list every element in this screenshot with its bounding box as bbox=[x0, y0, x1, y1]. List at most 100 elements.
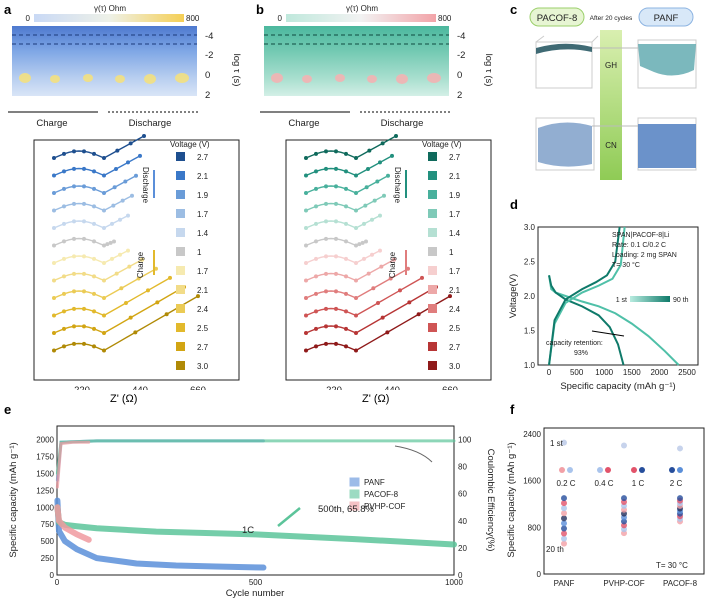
plot-e-ytick-left: 1500 bbox=[36, 469, 54, 478]
colorbar-a bbox=[34, 14, 184, 22]
svg-text:660: 660 bbox=[190, 385, 206, 390]
plot-d-arrow bbox=[591, 330, 625, 337]
plot-e-series-5 bbox=[55, 440, 91, 489]
plot-f-xtick: PANF bbox=[554, 579, 575, 588]
charge-label-b: Charge bbox=[288, 118, 319, 129]
nyquist-b-point bbox=[324, 324, 328, 329]
nyquist-b-point bbox=[354, 261, 358, 265]
svg-text:2: 2 bbox=[205, 90, 210, 101]
nyquist-b-point bbox=[324, 289, 328, 294]
nyquist-a-point bbox=[62, 274, 66, 279]
svg-text:T= 30 °C: T= 30 °C bbox=[612, 261, 640, 269]
nyquist-b-point bbox=[360, 240, 365, 245]
legend-a-swatch-10 bbox=[176, 342, 185, 351]
colorbar-b bbox=[286, 14, 436, 22]
nyquist-a-point bbox=[102, 208, 106, 213]
nyquist-b-point bbox=[334, 289, 338, 294]
plot-d-xticks: 0 500 1000 1500 2000 2500 bbox=[547, 368, 697, 377]
colorbar-b-max: 800 bbox=[438, 14, 452, 23]
nyquist-b-point bbox=[334, 201, 338, 206]
nyquist-a-point bbox=[118, 252, 122, 257]
plot-d-series-3 bbox=[548, 226, 621, 366]
legend-b-swatch-5 bbox=[428, 247, 437, 256]
plot-e-ytick-left: 1000 bbox=[36, 503, 54, 512]
nyquist-a-point bbox=[52, 313, 56, 318]
nyquist-b-point bbox=[354, 226, 358, 230]
nyquist-b-point bbox=[385, 330, 390, 335]
plot-e-series-1 bbox=[54, 504, 457, 548]
tag-pacof8-text: PACOF-8 bbox=[537, 13, 577, 24]
plot-d-series-0 bbox=[548, 275, 680, 366]
legend-b-swatch-4 bbox=[428, 228, 437, 237]
nyquist-b-point bbox=[378, 160, 382, 165]
nyquist-a-point bbox=[114, 271, 119, 276]
sim-film-bottom-right bbox=[638, 124, 696, 168]
sim-box-bottom-left bbox=[535, 117, 595, 171]
nyquist-a-point bbox=[82, 166, 86, 171]
nyquist-a-point bbox=[138, 153, 142, 158]
colorbar-a-max: 800 bbox=[186, 14, 200, 23]
arrow-charge-a-label: Charge bbox=[136, 251, 145, 278]
tag-panf bbox=[638, 7, 694, 27]
nyquist-b-point bbox=[304, 296, 308, 300]
nyquist-b-point bbox=[382, 193, 386, 198]
legend-a-label-1: 2.1 bbox=[197, 172, 209, 181]
nyquist-a-point bbox=[72, 201, 76, 206]
nyquist-a-point bbox=[119, 286, 124, 291]
nyquist-b-point bbox=[314, 239, 318, 244]
plot-e-ylabel-right: Coulombic Efficiency(%) bbox=[485, 449, 496, 552]
nyquist-b-point bbox=[334, 236, 338, 241]
nyquist-b-point bbox=[334, 166, 338, 171]
plot-d-frame bbox=[537, 226, 699, 366]
tag-pacof8 bbox=[529, 7, 585, 27]
nyquist-b-point bbox=[354, 296, 358, 300]
plot-f-ytick: 1600 bbox=[523, 477, 541, 486]
nyquist-a-point bbox=[72, 271, 76, 276]
plot-f-point bbox=[561, 495, 567, 502]
plot-d-info: SPAN|PACOF-8|Li Rate: 0.1 C/0.2 C Loadin… bbox=[612, 232, 677, 269]
svg-text:-2: -2 bbox=[457, 50, 465, 61]
nyquist-b-point bbox=[362, 256, 366, 261]
nyquist-b-point bbox=[304, 313, 308, 318]
nyquist-a-point bbox=[82, 201, 86, 206]
nyquist-b-point bbox=[314, 274, 318, 279]
nyquist-b-point bbox=[371, 286, 376, 291]
nyquist-b-point bbox=[420, 275, 424, 280]
nyquist-a-point bbox=[52, 296, 56, 300]
legend-b-label-2: 1.9 bbox=[449, 191, 461, 200]
legend-a-label-3: 1.7 bbox=[197, 210, 209, 219]
nyquist-a-point bbox=[102, 226, 106, 230]
heatmap-b-peaks bbox=[271, 73, 441, 84]
nyquist-b-point bbox=[367, 148, 372, 153]
plot-f-rates: 0.2 C 0.4 C 1 C 2 C bbox=[556, 467, 683, 488]
panel-d-label: d bbox=[510, 197, 518, 212]
panel-f: f 0 800 1600 2400 PANF PVHP-COF PACOF-8 Speci… bbox=[506, 402, 705, 588]
nyquist-a-point bbox=[52, 226, 56, 230]
plot-e-frame bbox=[56, 425, 455, 576]
plot-f-rate-dot bbox=[677, 467, 683, 473]
legend-a-label-4: 1.4 bbox=[197, 229, 209, 238]
legend-a-swatch-3 bbox=[176, 209, 185, 218]
svg-text:0: 0 bbox=[205, 70, 210, 81]
colorbar-a-min: 0 bbox=[26, 14, 31, 23]
nyquist-a-point bbox=[52, 331, 56, 335]
nyquist-b-point bbox=[379, 264, 384, 269]
svg-text:-2: -2 bbox=[205, 50, 213, 61]
plot-d-legend-start: 1 st bbox=[616, 297, 627, 304]
legend-b-label-7: 2.1 bbox=[449, 286, 461, 295]
nyquist-a-point bbox=[82, 254, 86, 259]
nyquist-a-point bbox=[112, 239, 116, 244]
nyquist-a-curve-0 bbox=[53, 135, 145, 159]
plot-f-frame bbox=[543, 427, 705, 575]
plot-d-xtick: 500 bbox=[570, 368, 584, 377]
plot-e-ytick-left: 500 bbox=[41, 537, 55, 546]
nyquist-b-point bbox=[324, 201, 328, 206]
heatmap-b-ylabel: log τ (s) bbox=[483, 54, 494, 87]
plot-d-xtick: 2000 bbox=[650, 368, 668, 377]
plot-f-rate-label: 0.2 C bbox=[556, 479, 575, 488]
nyquist-a-point bbox=[128, 141, 133, 146]
plot-e-ytick-left: 2000 bbox=[36, 436, 54, 445]
legend-b-label-6: 1.7 bbox=[449, 267, 461, 276]
nyquist-b-point bbox=[324, 236, 328, 241]
nyquist-b-curves bbox=[304, 134, 452, 353]
